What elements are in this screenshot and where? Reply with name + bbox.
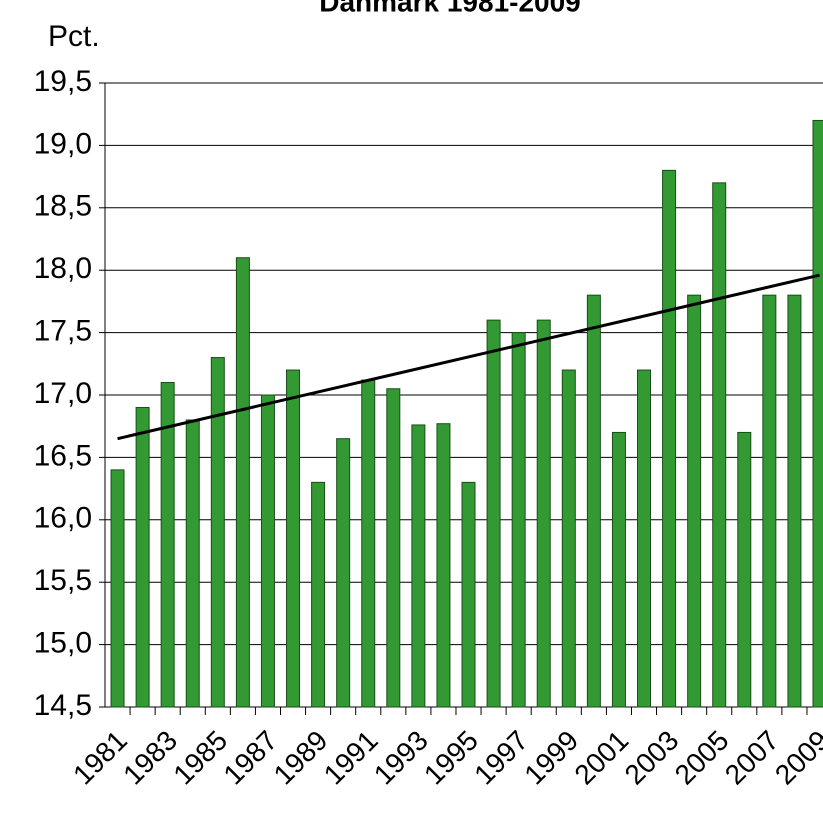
y-tick-label: 15,5	[34, 564, 92, 597]
x-tick-label: 2005	[669, 725, 735, 791]
bar	[311, 481, 326, 708]
bar	[135, 406, 150, 708]
x-tick-label: 1997	[468, 725, 534, 791]
bar	[611, 431, 626, 708]
x-tick-label: 1981	[67, 725, 133, 791]
y-tick-label: 15,0	[34, 627, 92, 660]
y-tick-label: 17,5	[34, 315, 92, 348]
y-tick-label: 17,0	[34, 377, 92, 410]
bar	[762, 294, 777, 708]
x-tick-label: 2009	[769, 725, 823, 791]
y-tick-label: 16,0	[34, 502, 92, 535]
bar	[737, 431, 752, 708]
bar	[637, 369, 652, 708]
bar	[687, 294, 702, 708]
x-tick-label: 2001	[568, 725, 634, 791]
x-tick-label: 1985	[167, 725, 233, 791]
bar	[561, 369, 576, 708]
bar	[210, 357, 225, 708]
bar	[260, 394, 275, 708]
bar	[812, 119, 823, 708]
x-tick-label: 1999	[518, 725, 584, 791]
bar	[536, 319, 551, 708]
x-tick-label: 1993	[368, 725, 434, 791]
x-tick-label: 1991	[318, 725, 384, 791]
bar	[712, 182, 727, 708]
bar	[436, 423, 451, 708]
bar	[235, 257, 250, 708]
bar	[662, 169, 677, 708]
bar	[461, 481, 476, 708]
y-tick-label: 18,0	[34, 252, 92, 285]
x-tick-label: 2007	[719, 725, 785, 791]
y-tick-label: 14,5	[34, 689, 92, 722]
x-tick-label: 1989	[268, 725, 334, 791]
bar	[160, 382, 175, 708]
bar	[486, 319, 501, 708]
bar	[386, 388, 401, 708]
bar	[411, 424, 426, 708]
x-tick-label: 1987	[217, 725, 283, 791]
bar	[336, 438, 351, 708]
y-tick-label: 16,5	[34, 439, 92, 472]
bar	[787, 294, 802, 708]
trend-line	[117, 273, 820, 441]
bar	[110, 469, 125, 708]
bar	[185, 419, 200, 708]
x-tick-label: 2003	[619, 725, 685, 791]
y-tick-label: 19,0	[34, 127, 92, 160]
bar	[286, 369, 301, 708]
y-axis-label: Pct.	[48, 20, 100, 53]
bar	[586, 294, 601, 708]
bar	[361, 379, 376, 708]
x-tick-label: 1995	[418, 725, 484, 791]
y-tick-label: 18,5	[34, 190, 92, 223]
y-tick-label: 19,5	[34, 65, 92, 98]
chart-title: Danmark 1981-2009	[319, 0, 581, 17]
bar	[511, 332, 526, 708]
x-tick-label: 1983	[117, 725, 183, 791]
